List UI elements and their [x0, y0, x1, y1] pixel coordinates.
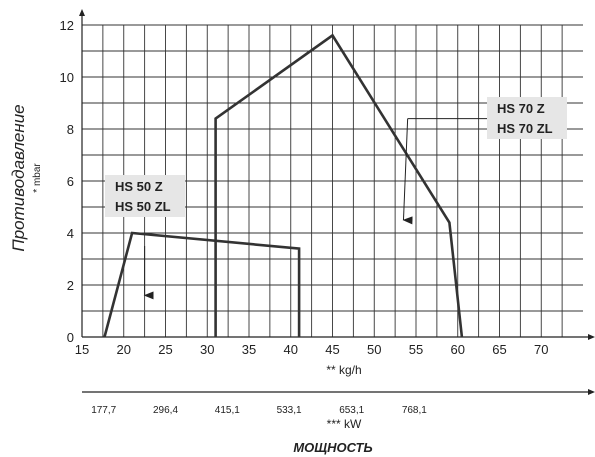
axes: 15 20 25 30 35 40 45 50 55 60 65 70 0 2 4 6 8 10 12 177,7 29… — [60, 9, 595, 416]
series-labels: HS 50 Z HS 50 ZL HS 70 Z HS 70 ZL — [105, 97, 567, 217]
series-line-hs-70 — [214, 33, 464, 338]
x-axis-unit: ** kg/h — [326, 363, 361, 377]
label-box-background — [105, 175, 185, 217]
series-arrow-hs-70 — [402, 118, 413, 225]
x-tick-label: 55 — [409, 342, 423, 357]
y-tick-label: 0 — [67, 330, 74, 345]
y-tick-label: 6 — [67, 174, 74, 189]
x-tick-label: 15 — [75, 342, 89, 357]
grid — [82, 24, 583, 337]
y-tick-label: 12 — [60, 18, 74, 33]
x-tick-label: 50 — [367, 342, 381, 357]
y-axis-unit: * mbar — [32, 163, 43, 193]
kw-tick-label: 415,1 — [215, 405, 240, 416]
x-tick-label: 60 — [451, 342, 465, 357]
y-axis-arrow — [79, 9, 85, 16]
x-axis-arrow — [588, 334, 595, 340]
kw-tick-label: 177,7 — [91, 405, 116, 416]
y-tick-label: 4 — [67, 226, 74, 241]
bottom-label: МОЩНОСТЬ — [293, 440, 372, 455]
kw-tick-label: 653,1 — [339, 405, 364, 416]
x-tick-label: 65 — [492, 342, 506, 357]
kw-tick-label: 296,4 — [153, 405, 178, 416]
kw-axis-unit: *** kW — [327, 417, 362, 431]
series-label-box-hs-50: HS 50 Z HS 50 ZL — [105, 175, 185, 217]
x-tick-label: 25 — [158, 342, 172, 357]
kw-tick-label: 768,1 — [402, 405, 427, 416]
series-label-text: HS 70 ZL — [497, 121, 553, 136]
series — [103, 33, 487, 338]
kw-axis-arrow — [588, 389, 595, 395]
kw-tick-label: 533,1 — [277, 405, 302, 416]
y-tick-label: 10 — [60, 70, 74, 85]
series-label-text: HS 50 ZL — [115, 199, 171, 214]
x-tick-label: 20 — [117, 342, 131, 357]
x-tick-label: 70 — [534, 342, 548, 357]
y-axis-label: Противодавление — [9, 104, 28, 251]
y-tick-label: 8 — [67, 122, 74, 137]
x-tick-label: 45 — [325, 342, 339, 357]
series-label-text: HS 70 Z — [497, 101, 545, 116]
x-tick-label: 40 — [284, 342, 298, 357]
label-box-background — [487, 97, 567, 139]
axis-labels: Противодавление * mbar ** kg/h *** kW МО… — [9, 104, 373, 455]
x-tick-label: 35 — [242, 342, 256, 357]
y-tick-label: 2 — [67, 278, 74, 293]
series-label-text: HS 50 Z — [115, 179, 163, 194]
x-tick-label: 30 — [200, 342, 214, 357]
series-label-box-hs-70: HS 70 Z HS 70 ZL — [487, 97, 567, 139]
